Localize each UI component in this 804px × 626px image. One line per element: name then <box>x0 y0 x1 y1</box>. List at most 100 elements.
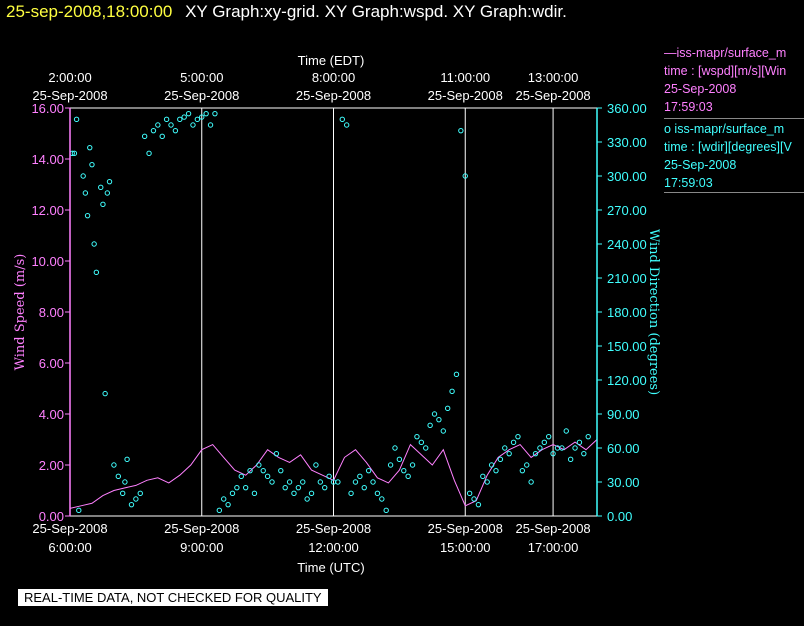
wind-direction-point <box>141 133 148 140</box>
wind-direction-point <box>304 496 310 502</box>
wind-direction-point <box>273 450 280 457</box>
wind-direction-point <box>493 467 499 474</box>
wind-direction-point <box>357 473 363 480</box>
wind-direction-point <box>317 479 324 485</box>
wind-direction-point <box>111 462 117 468</box>
chart-title: 25-sep-2008,18:00:00 XY Graph:xy-grid. X… <box>6 2 567 22</box>
wind-direction-point <box>471 496 477 502</box>
x-tick-label-top-date: 25-Sep-2008 <box>428 88 503 103</box>
wind-direction-point <box>370 479 376 485</box>
wind-direction-point <box>199 114 205 120</box>
y-tick-label-right: 30.00 <box>607 475 640 490</box>
x-tick-label-top-time: 5:00:00 <box>180 70 223 85</box>
wind-direction-point <box>80 173 86 179</box>
x-tick-label-top-date: 25-Sep-2008 <box>296 88 371 103</box>
wind-direction-point <box>379 496 385 502</box>
legend-divider <box>664 192 804 193</box>
wind-direction-point <box>256 462 262 468</box>
wind-direction-point <box>458 127 464 134</box>
wind-direction-point <box>475 501 482 508</box>
wind-direction-point <box>181 114 187 120</box>
y-tick-label-right: 330.00 <box>607 135 647 150</box>
wind-direction-point <box>251 490 258 497</box>
wind-direction-point <box>387 462 394 468</box>
wind-direction-point <box>104 190 111 196</box>
wind-direction-point <box>453 371 460 378</box>
wind-direction-point <box>541 439 547 446</box>
y-tick-label-left: 2.00 <box>39 458 64 473</box>
y-tick-label-left: 4.00 <box>39 407 64 422</box>
y-tick-label-left: 8.00 <box>39 305 64 320</box>
wind-direction-point <box>322 484 328 491</box>
wind-direction-point <box>89 161 95 168</box>
y-tick-label-right: 300.00 <box>607 169 647 184</box>
wind-direction-point <box>115 473 122 480</box>
wind-direction-point <box>409 462 416 468</box>
wind-direction-point <box>423 445 429 451</box>
legend-wspd-line: 17:59:03 <box>664 100 713 114</box>
wind-direction-point <box>396 456 403 463</box>
wind-direction-point <box>87 144 93 151</box>
wind-direction-point <box>73 116 80 123</box>
wind-direction-point <box>76 507 82 514</box>
wind-direction-point <box>506 450 512 457</box>
wind-direction-point <box>203 110 209 117</box>
wind-direction-point <box>581 450 587 457</box>
wind-direction-point <box>225 501 231 508</box>
wind-direction-point <box>247 467 253 474</box>
wind-direction-point <box>502 445 508 451</box>
y-tick-label-left: 16.00 <box>31 101 64 116</box>
wind-direction-point <box>436 416 442 423</box>
x-tick-label-top-date: 25-Sep-2008 <box>515 88 590 103</box>
wind-direction-point <box>155 122 161 128</box>
series-layer <box>69 110 598 514</box>
wind-direction-point <box>427 422 433 429</box>
wind-direction-point <box>528 479 534 485</box>
wind-direction-point <box>82 190 89 196</box>
wind-direction-point <box>480 473 486 480</box>
wind-direction-point <box>515 433 521 440</box>
wind-direction-point <box>300 479 306 485</box>
wind-direction-point <box>343 122 350 128</box>
wind-direction-point <box>440 428 446 434</box>
wind-direction-point <box>84 212 91 219</box>
wind-direction-point <box>71 150 78 157</box>
wind-direction-point <box>295 484 302 491</box>
wind-direction-point <box>100 201 106 208</box>
right-axis-title: Wind Direction (degrees) <box>646 229 661 395</box>
bottom-axis-title: Time (UTC) <box>297 560 364 575</box>
y-tick-label-right: 0.00 <box>607 509 632 524</box>
wind-direction-point <box>418 439 425 446</box>
wind-direction-point <box>444 405 451 412</box>
x-tick-label-bottom-date: 25-Sep-2008 <box>515 521 590 536</box>
legend-wdir-line: time : [wdir][degrees][V <box>664 140 792 154</box>
wind-direction-point <box>269 479 275 485</box>
legend-wspd-line: time : [wspd][m/s][Win <box>664 64 787 78</box>
top-axis-title: Time (EDT) <box>298 53 365 68</box>
wind-direction-point <box>194 116 201 123</box>
wind-direction-point <box>120 490 126 497</box>
legend-divider <box>664 118 804 119</box>
wind-direction-point <box>567 456 574 463</box>
wind-direction-point <box>242 484 249 491</box>
legend-wspd-line: 25-Sep-2008 <box>664 82 737 96</box>
y-tick-label-right: 180.00 <box>607 305 647 320</box>
y-tick-label-right: 60.00 <box>607 441 640 456</box>
wind-direction-point <box>576 439 583 446</box>
y-tick-label-right: 360.00 <box>607 101 647 116</box>
x-tick-label-bottom-time: 12:00:00 <box>308 540 359 555</box>
wind-direction-point <box>286 479 293 485</box>
quality-disclaimer: REAL-TIME DATA, NOT CHECKED FOR QUALITY <box>18 589 328 606</box>
wind-direction-point <box>392 445 398 451</box>
y-tick-label-left: 6.00 <box>39 356 64 371</box>
y-tick-label-right: 150.00 <box>607 339 647 354</box>
wind-direction-point <box>146 150 152 157</box>
x-tick-label-bottom-time: 15:00:00 <box>440 540 491 555</box>
wind-direction-point <box>524 462 530 468</box>
x-tick-label-bottom-date: 25-Sep-2008 <box>164 521 239 536</box>
wind-direction-point <box>216 507 223 514</box>
title-date: 25-sep-2008,18:00:00 <box>6 2 173 21</box>
wind-direction-point <box>532 450 539 457</box>
y-tick-label-right: 120.00 <box>607 373 647 388</box>
